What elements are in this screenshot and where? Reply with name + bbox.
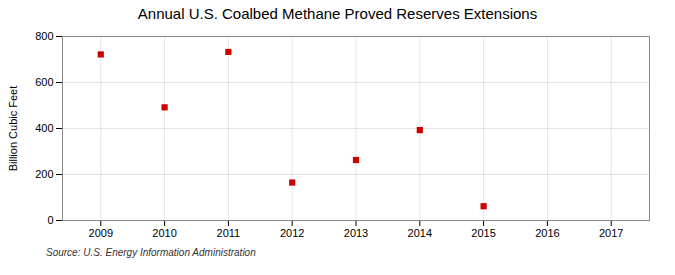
svg-text:2015: 2015 — [471, 227, 495, 239]
svg-text:2017: 2017 — [599, 227, 623, 239]
svg-text:2010: 2010 — [152, 227, 176, 239]
svg-text:2014: 2014 — [408, 227, 432, 239]
svg-text:400: 400 — [35, 122, 53, 134]
svg-text:2013: 2013 — [344, 227, 368, 239]
svg-text:2012: 2012 — [280, 227, 304, 239]
svg-text:2011: 2011 — [217, 227, 241, 239]
html-text:Source: U.S. Energy Informatio: Source: U.S. Energy Information Administ… — [46, 247, 256, 258]
svg-text:600: 600 — [35, 76, 53, 88]
svg-text:2009: 2009 — [89, 227, 113, 239]
svg-text:200: 200 — [35, 168, 53, 180]
svg-text:0: 0 — [47, 214, 53, 226]
html-text:Annual U.S. Coalbed Methane Pr: Annual U.S. Coalbed Methane Proved Reser… — [137, 5, 538, 22]
svg-text:2016: 2016 — [535, 227, 559, 239]
svg-text:Billion Cubic Feet: Billion Cubic Feet — [7, 86, 19, 172]
svg-text:800: 800 — [35, 30, 53, 42]
